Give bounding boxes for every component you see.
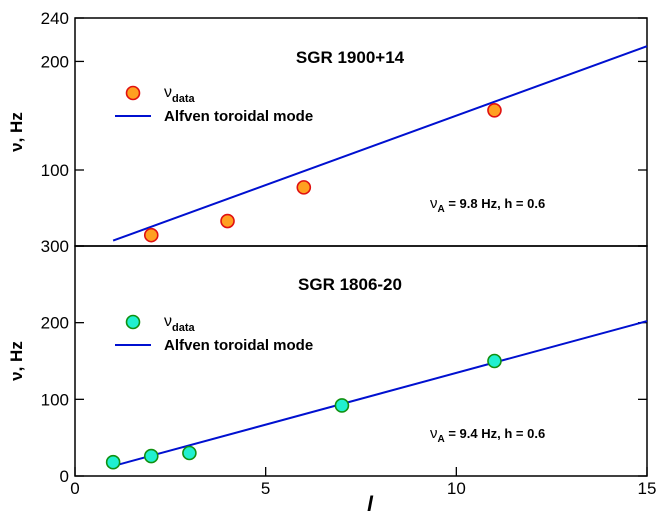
x-ticks: 0 5 10 15 — [70, 467, 656, 498]
fit-line-bottom — [112, 320, 648, 467]
panel-sgr-1900: 300 100 200 240 SGR 1900+14 ν, Hz νdata Alf… — [7, 9, 648, 256]
legend-line-label-top: Alfven toroidal mode — [164, 108, 313, 125]
annotation-top: νA = 9.8 Hz, h = 0.6 — [430, 195, 545, 215]
x-tick-label: 10 — [447, 479, 466, 498]
x-tick-label: 5 — [261, 479, 270, 498]
panel-title-bottom: SGR 1806-20 — [298, 275, 402, 294]
y-tick-label-bottom: 200 — [41, 314, 69, 333]
legend-marker-top — [125, 85, 141, 101]
data-point-top — [220, 213, 235, 229]
data-point-top — [487, 102, 502, 118]
legend-marker-bottom — [125, 314, 141, 330]
x-tick-label: 15 — [638, 479, 657, 498]
plot-frame-bottom — [74, 245, 648, 477]
data-points-top — [143, 102, 502, 243]
legend-line-label-bottom: Alfven toroidal mode — [164, 337, 313, 354]
y-tick-label-top: 240 — [41, 9, 69, 28]
y-ticks-top: 300 100 200 240 — [41, 9, 647, 256]
legend-data-label-top: νdata — [164, 84, 196, 105]
data-point-top — [296, 180, 312, 195]
y-ticks-bottom: 0 100 200 — [41, 245, 647, 486]
y-tick-label-bottom: 100 — [41, 390, 69, 409]
x-tick-label: 0 — [70, 479, 79, 498]
y-tick-label-bottom: 0 — [60, 467, 69, 486]
data-point-top — [143, 227, 159, 243]
fit-line-top — [112, 45, 648, 242]
data-point-bottom — [334, 398, 350, 413]
y-axis-label-top: ν, Hz — [7, 112, 26, 152]
data-point-bottom — [487, 353, 502, 369]
data-point-bottom — [105, 454, 121, 470]
data-point-bottom — [143, 448, 159, 464]
y-tick-label-top: 100 — [41, 161, 69, 180]
legend-data-label-bottom: νdata — [164, 313, 196, 334]
x-axis-label: l — [367, 493, 374, 516]
y-tick-label-top: 300 — [41, 237, 69, 256]
y-axis-label-bottom: ν, Hz — [7, 341, 26, 381]
data-points-bottom — [105, 353, 502, 470]
panel-title-top: SGR 1900+14 — [296, 48, 405, 67]
annotation-bottom: νA = 9.4 Hz, h = 0.6 — [430, 425, 545, 445]
panel-sgr-1806: 0 100 200 0 5 10 15 SGR 1806-20 ν, Hz l νdata… — [7, 245, 656, 516]
data-point-bottom — [182, 445, 197, 461]
y-tick-label-top: 200 — [41, 52, 69, 71]
